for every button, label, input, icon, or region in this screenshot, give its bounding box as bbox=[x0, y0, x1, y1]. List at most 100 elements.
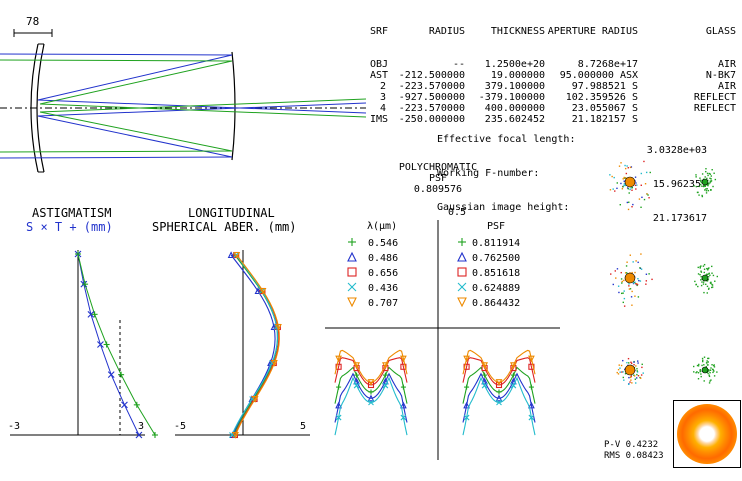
opd-scale: 0.5 bbox=[448, 207, 467, 218]
legend-entry-0.656: 0.656 0.851618 bbox=[347, 267, 520, 279]
table-cell: 400.000000 bbox=[484, 103, 546, 114]
astig-xmax: 3 bbox=[138, 421, 145, 432]
opd-curve-0.656 bbox=[334, 357, 408, 386]
opd-fan-plot bbox=[325, 220, 560, 460]
table-cell: OBJ bbox=[370, 59, 389, 70]
spha-xmin: -5 bbox=[174, 421, 187, 432]
legend-entry-0.707: 0.707 0.864432 bbox=[347, 297, 520, 309]
table-cell: REFLECT bbox=[693, 103, 737, 114]
poly-title: POLYCHROMATIC bbox=[398, 162, 478, 173]
spha-curve-0.486 bbox=[230, 254, 276, 436]
table-row: AST -212.500000 19.000000 95.000000 ASX N-BK… bbox=[370, 70, 738, 81]
scale-bar-label: 78 bbox=[26, 15, 39, 28]
efl-label: Effective focal length: bbox=[437, 134, 576, 145]
wavefront-rms: RMS 0.08423 bbox=[604, 451, 664, 461]
spot-diagram bbox=[610, 253, 653, 307]
table-cell: -- bbox=[452, 59, 465, 70]
table-cell: AST bbox=[370, 70, 389, 81]
table-cell: 23.055067 S bbox=[571, 103, 638, 114]
spha-xmax: 5 bbox=[300, 421, 307, 432]
table-cell: 19.000000 bbox=[490, 70, 545, 81]
table-header-glass: GLASS bbox=[705, 26, 736, 37]
opd-curve-0.707 bbox=[462, 349, 536, 383]
poly-header: POLYCHROMATIC PSF 0.809576 bbox=[388, 162, 488, 195]
table-row: 4 -223.570000 400.000000 23.055067 S REFLECT bbox=[370, 103, 738, 114]
table-cell: 97.988521 S bbox=[571, 81, 638, 92]
legend-entry-0.486: 0.486 0.762500 bbox=[347, 251, 520, 264]
legend-entry-0.546: 0.546 0.811914 bbox=[348, 238, 520, 249]
spot-diagrams bbox=[609, 160, 719, 386]
opd-curve-0.656 bbox=[462, 357, 536, 386]
wavefront-stats: P-V 0.4232 RMS 0.08423 bbox=[604, 440, 664, 462]
legend-lambda: 0.707 bbox=[368, 298, 398, 309]
legend-psf: 0.864432 bbox=[472, 298, 520, 309]
table-cell: N-BK7 bbox=[705, 70, 736, 81]
table-cell: 235.602452 bbox=[484, 114, 546, 125]
legend-psf: 0.624889 bbox=[472, 283, 520, 294]
fno-label: Working F-number: bbox=[437, 168, 540, 179]
legend-entry-0.436: 0.436 0.624889 bbox=[347, 282, 520, 294]
lens-layout-diagram: 78 bbox=[0, 15, 367, 173]
gih-label: Gaussian image height: bbox=[437, 202, 570, 213]
spherical-aberration-plot bbox=[175, 250, 310, 439]
first-order-data: Effective focal length: 3.0328e+03 Worki… bbox=[437, 101, 707, 225]
table-header: SRF RADIUS THICKNESS APERTURE RADIUS GLASS bbox=[370, 26, 738, 37]
table-cell: -223.570000 bbox=[398, 103, 465, 114]
table-cell: AIR bbox=[717, 81, 736, 92]
table-cell: AIR bbox=[717, 59, 736, 70]
wavefront-disk bbox=[677, 404, 737, 464]
tangential-curve bbox=[77, 253, 156, 436]
astigmatism-plot bbox=[10, 250, 158, 439]
table-cell: -927.500000 bbox=[398, 92, 465, 103]
astig-xmin: -3 bbox=[8, 421, 21, 432]
table-cell: 2 bbox=[380, 81, 387, 92]
table-cell: REFLECT bbox=[693, 92, 737, 103]
table-cell: -212.500000 bbox=[398, 70, 465, 81]
table-row: OBJ -- 1.2500e+20 8.7268e+17 AIR bbox=[370, 59, 738, 70]
legend-lambda: 0.486 bbox=[368, 253, 398, 264]
table-row: 2 -223.570000 379.100000 97.988521 S AIR bbox=[370, 81, 738, 92]
spha-curve-0.707 bbox=[235, 254, 280, 436]
fno-value: 15.962357 bbox=[652, 179, 707, 190]
poly-psf-label: PSF bbox=[428, 173, 448, 184]
table-row: 3 -927.500000 -379.100000 102.359526 S REFLE… bbox=[370, 92, 738, 103]
table-cell: -250.000000 bbox=[398, 114, 465, 125]
legend-lambda: 0.436 bbox=[368, 283, 398, 294]
spha-subtitle: SPHERICAL ABER. (mm) bbox=[152, 220, 297, 234]
legend-lambda: 0.546 bbox=[368, 238, 398, 249]
astig-legend: S × T + (mm) bbox=[26, 220, 113, 234]
table-rows: OBJ -- 1.2500e+20 8.7268e+17 AIR AST -212.5000… bbox=[370, 59, 738, 125]
spot-diagram bbox=[692, 356, 718, 384]
table-cell: 102.359526 S bbox=[565, 92, 638, 103]
legend-lambda: 0.656 bbox=[368, 268, 398, 279]
table-header-radius: RADIUS bbox=[428, 26, 465, 37]
poly-strehl: 0.809576 bbox=[413, 184, 463, 195]
table-cell: 4 bbox=[380, 103, 387, 114]
astig-title: ASTIGMATISM bbox=[32, 206, 112, 220]
table-header-aperture-radius: APERTURE RADIUS bbox=[547, 26, 638, 37]
table-cell: IMS bbox=[370, 114, 389, 125]
table-cell: 95.000000 ASX bbox=[559, 70, 639, 81]
table-cell: 8.7268e+17 bbox=[577, 59, 639, 70]
wavefront-pv: P-V 0.4232 bbox=[604, 440, 659, 450]
table-cell: -379.100000 bbox=[478, 92, 545, 103]
table-row: IMS -250.000000 235.602452 21.182157 S bbox=[370, 114, 738, 125]
wavefront-map bbox=[673, 400, 741, 468]
efl-value: 3.0328e+03 bbox=[646, 145, 707, 156]
spha-curve-0.436 bbox=[231, 254, 278, 436]
table-cell: 379.100000 bbox=[484, 81, 546, 92]
legend-psf: 0.811914 bbox=[472, 238, 520, 249]
spot-diagram bbox=[693, 168, 717, 198]
gih-value: 21.173617 bbox=[652, 213, 707, 224]
table-header-thickness: THICKNESS bbox=[490, 26, 545, 37]
table-cell: 3 bbox=[380, 92, 387, 103]
table-header-srf: SRF bbox=[370, 26, 389, 37]
table-cell: 1.2500e+20 bbox=[484, 59, 546, 70]
spot-diagram bbox=[609, 160, 651, 211]
lambda-header: λ(μm) bbox=[367, 221, 398, 232]
legend-psf: 0.851618 bbox=[472, 268, 520, 279]
table-cell: -223.570000 bbox=[398, 81, 465, 92]
opd-curve-0.486 bbox=[334, 372, 408, 423]
